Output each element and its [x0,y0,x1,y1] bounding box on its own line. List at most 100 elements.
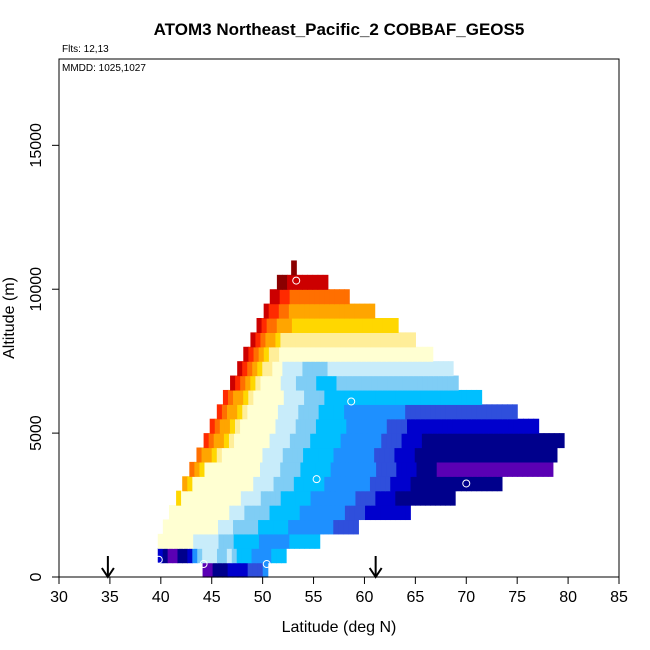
heatmap-cell [422,418,428,434]
heatmap-cell [447,418,454,434]
heatmap-cell [392,375,398,391]
heatmap-cell [269,433,276,449]
heatmap-cell [369,303,376,319]
heatmap-cell [309,389,315,405]
heatmap-cell [435,490,441,506]
heatmap-cell [351,375,358,391]
heatmap-cell [238,389,244,405]
heatmap-cell [227,562,234,578]
heatmap-cell [427,375,434,391]
heatmap-cell [306,375,312,391]
x-axis-label: Latitude (deg N) [282,619,397,636]
heatmap-cell [320,346,326,362]
heatmap-cell [271,318,278,333]
heatmap-cell [303,519,309,535]
heatmap-cell [257,404,264,420]
heatmap-cell [298,476,305,492]
heatmap-cell [462,418,469,434]
heatmap-cell [371,461,377,477]
heatmap-cell [355,490,362,506]
heatmap-cell [339,404,345,420]
heatmap-cell [302,274,309,290]
heatmap-cell [451,404,457,420]
heatmap-cell [405,332,411,348]
heatmap-cell [453,375,459,391]
heatmap-cell [537,461,544,477]
heatmap-cell [263,346,270,362]
heatmap-cell [292,274,298,290]
heatmap-cell [261,548,267,564]
heatmap-cell [167,519,174,535]
heatmap-cell [358,447,365,463]
heatmap-cell [243,476,249,492]
heatmap-cell [210,490,217,506]
heatmap-cell [242,404,248,420]
heatmap-cell [294,346,301,362]
heatmap-cell [402,375,409,391]
heatmap-cell [369,389,376,405]
heatmap-cell [429,447,436,463]
heatmap-cell [326,375,333,391]
heatmap-cell [435,389,442,405]
heatmap-cell [329,389,336,405]
heatmap-cell [295,332,302,348]
heatmap-cell [357,318,364,333]
heatmap-cell [221,548,228,564]
heatmap-cell [387,318,394,333]
heatmap-cell [270,490,277,506]
heatmap-cell [435,447,441,463]
heatmap-cell [244,433,250,449]
heatmap-cell [516,447,522,463]
heatmap-cell [406,433,413,449]
heatmap-cell [466,461,473,477]
heatmap-cell [240,418,246,434]
heatmap-cell [324,289,330,305]
heatmap-cell [287,274,293,290]
heatmap-cell [487,433,494,449]
heatmap-cell [375,505,381,521]
heatmap-cell [369,404,376,420]
heatmap-cell [319,476,325,492]
heatmap-cell [387,375,393,391]
heatmap-cell [452,433,459,449]
heatmap-cell [364,389,371,405]
heatmap-cell [334,289,340,305]
heatmap-cell [261,318,268,333]
heatmap-cell [326,418,332,434]
heatmap-cell [296,318,303,333]
flight-marker [199,560,208,569]
heatmap-cell [330,490,337,506]
heatmap-cell [274,533,280,549]
heatmap-cell [543,433,550,449]
heatmap-cell [345,433,352,449]
heatmap-cell [288,476,295,492]
heatmap-cell [523,418,530,434]
heatmap-cell [318,519,324,535]
heatmap-cell [386,346,393,362]
heatmap-cell [267,404,274,420]
heatmap-cell [523,433,530,449]
heatmap-cell [305,490,312,506]
heatmap-cell [365,490,371,506]
heatmap-cell [199,461,206,477]
heatmap-cell [267,361,273,377]
heatmap-cell [324,303,330,319]
heatmap-cell [270,332,277,348]
heatmap-cell [336,418,342,434]
heatmap-cell [320,433,327,449]
heatmap-cell [330,346,337,362]
heatmap-cell [284,346,290,362]
heatmap-cell [372,361,379,377]
heatmap-cell [305,461,312,477]
heatmap-cell [265,461,271,477]
heatmap-cell [325,490,332,506]
heatmap-cell [355,332,361,348]
heatmap-cell [412,361,419,377]
heatmap-cell [274,346,280,362]
flight-markers [154,276,566,569]
heatmap-cell [307,361,314,377]
heatmap-cell [298,519,304,535]
heatmap-cell [381,346,388,362]
heatmap-cell [451,476,457,492]
heatmap-cell [361,418,368,434]
